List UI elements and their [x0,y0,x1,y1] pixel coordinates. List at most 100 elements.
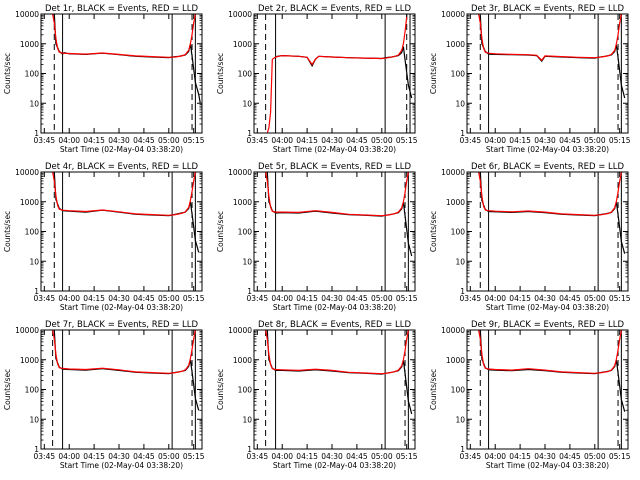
y-tick-label: 1 [460,129,465,138]
y-tick-label: 10000 [228,10,252,19]
y-tick-label: 1000 [233,40,252,49]
x-tick-label: 03:45 [34,136,56,145]
y-tick-label: 10000 [441,326,465,335]
x-tick-label: 04:45 [559,294,581,303]
x-tick-label: 03:45 [247,136,269,145]
x-tick-label: 04:45 [346,136,368,145]
x-axis-label: Start Time (02-May-04 03:38:20) [273,145,396,154]
x-tick-label: 04:45 [346,294,368,303]
x-tick-label: 04:30 [534,452,556,461]
x-tick-label: 04:15 [296,452,318,461]
y-axis-label: Counts/sec [429,369,438,410]
y-tick-label: 10 [29,257,39,266]
x-tick-label: 04:30 [534,136,556,145]
y-tick-label: 10000 [15,168,39,177]
y-tick-label: 10 [242,99,252,108]
y-tick-label: 1000 [20,198,39,207]
chart-title: Det 6r, BLACK = Events, RED = LLD [471,162,625,172]
x-tick-label: 05:15 [396,294,418,303]
chart-panel: Det 3r, BLACK = Events, RED = LLD 1 10 100 1… [429,4,631,154]
y-tick-label: 10 [455,415,465,424]
lld-rate-line [265,172,409,217]
x-tick-label: 05:00 [584,136,606,145]
x-tick-label: 05:15 [183,452,205,461]
x-tick-label: 04:45 [133,452,155,461]
plot-frame [253,13,416,134]
y-tick-label: 1000 [20,356,39,365]
plot-frame [466,171,629,292]
event-rate-line [53,14,201,104]
x-axis-label: Start Time (02-May-04 03:38:20) [273,461,396,470]
x-tick-label: 04:00 [271,136,293,145]
y-tick-label: 10000 [441,168,465,177]
chart-title: Det 8r, BLACK = Events, RED = LLD [258,320,412,330]
lld-rate-line [266,16,408,133]
y-tick-label: 100 [238,386,253,395]
y-tick-label: 10 [29,415,39,424]
y-axis-label: Counts/sec [429,211,438,252]
y-tick-label: 10 [455,257,465,266]
x-tick-label: 04:30 [321,136,343,145]
lld-rate-line [52,172,196,216]
y-tick-label: 100 [25,386,40,395]
y-tick-label: 100 [25,228,40,237]
y-tick-label: 1 [247,287,252,296]
y-tick-label: 1000 [446,356,465,365]
y-tick-label: 1000 [446,198,465,207]
y-tick-label: 1000 [233,356,252,365]
y-tick-label: 100 [25,70,40,79]
y-axis-label: Counts/sec [3,53,12,94]
x-tick-label: 03:45 [34,294,56,303]
x-tick-label: 05:15 [183,294,205,303]
y-tick-label: 1000 [20,40,39,49]
chart-panel: Det 9r, BLACK = Events, RED = LLD 1 10 100 1… [429,320,631,470]
y-tick-label: 1 [460,445,465,454]
chart-panel: Det 5r, BLACK = Events, RED = LLD 1 10 100 1… [216,162,418,312]
lld-rate-line [478,330,622,374]
x-tick-label: 04:30 [108,136,130,145]
chart-panel: Det 6r, BLACK = Events, RED = LLD 1 10 100 1… [429,162,631,312]
plot-frame [466,329,629,450]
x-tick-label: 04:45 [559,452,581,461]
x-tick-label: 05:00 [584,294,606,303]
x-tick-label: 05:15 [609,136,631,145]
y-tick-label: 1000 [446,40,465,49]
x-tick-label: 04:30 [534,294,556,303]
lld-rate-line [478,14,622,62]
lld-rate-line [52,14,196,58]
x-tick-label: 05:00 [584,452,606,461]
y-tick-label: 10000 [228,326,252,335]
x-tick-label: 05:00 [158,452,180,461]
y-tick-label: 100 [238,70,253,79]
x-tick-label: 05:15 [609,452,631,461]
lld-rate-line [478,172,622,216]
plot-frame [466,13,629,134]
x-tick-label: 04:00 [271,294,293,303]
x-tick-label: 04:30 [108,452,130,461]
plot-area [265,14,413,133]
chart-title: Det 2r, BLACK = Events, RED = LLD [258,4,412,14]
x-tick-label: 04:00 [484,294,506,303]
plot-frame [40,13,203,134]
y-tick-label: 1000 [233,198,252,207]
y-tick-label: 1 [247,445,252,454]
y-axis-label: Counts/sec [3,369,12,410]
lld-rate-line [265,330,409,375]
plot-area [478,330,626,449]
x-tick-label: 04:15 [83,136,105,145]
chart-panel: Det 4r, BLACK = Events, RED = LLD 1 10 100 1… [3,162,205,312]
plot-area [52,14,201,133]
plot-frame [40,171,203,292]
y-tick-label: 100 [451,386,466,395]
x-axis-label: Start Time (02-May-04 03:38:20) [60,461,183,470]
x-tick-label: 04:15 [509,452,531,461]
x-tick-label: 04:15 [509,294,531,303]
chart-panel: Det 8r, BLACK = Events, RED = LLD 1 10 100 1… [216,320,418,470]
x-tick-label: 04:45 [559,136,581,145]
plot-area [478,14,626,133]
chart-title: Det 5r, BLACK = Events, RED = LLD [258,162,412,172]
x-axis-label: Start Time (02-May-04 03:38:20) [60,303,183,312]
y-tick-label: 1 [247,129,252,138]
lld-rate-line [52,330,196,374]
